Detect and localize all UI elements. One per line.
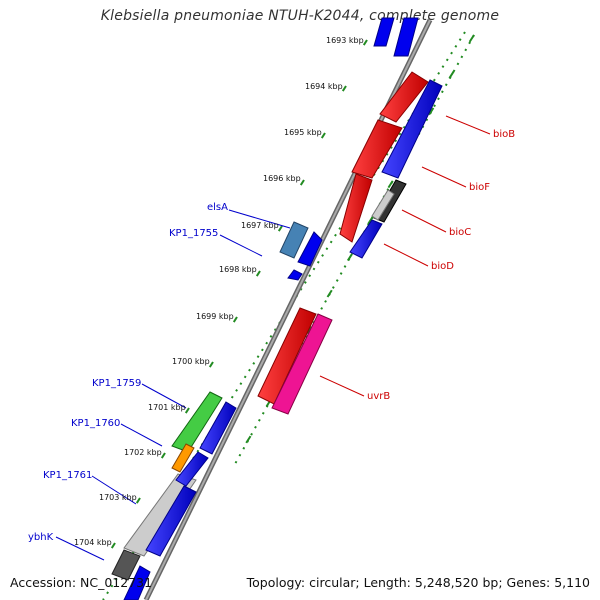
gene-features <box>111 17 443 600</box>
label-KP1_1755: KP1_1755 <box>169 228 218 239</box>
tick-1694: 1694 kbp <box>305 82 343 91</box>
label-KP1_1760: KP1_1760 <box>71 418 120 429</box>
label-bioF: bioF <box>469 182 490 193</box>
outer-ring-tick <box>428 107 435 116</box>
tick-labels: 1693 kbp 1694 kbp 1695 kbp 1696 kbp 1697… <box>74 36 364 547</box>
tick-1693: 1693 kbp <box>326 36 364 45</box>
gene-KP1_1760-orange <box>171 443 195 473</box>
gene-bioF-red <box>351 119 403 179</box>
gene-bioD-blue <box>349 219 383 259</box>
label-ybhK: ybhK <box>28 532 54 543</box>
label-elsA: elsA <box>207 202 228 213</box>
gene-ybhK-blue <box>123 565 151 600</box>
gene-bioB-red <box>379 71 429 123</box>
tick-1697: 1697 kbp <box>241 221 279 230</box>
label-uvrB: uvrB <box>367 391 390 402</box>
tick-1699: 1699 kbp <box>196 312 234 321</box>
gene-KP1_1761-blue <box>175 451 209 487</box>
kbp-tick-mark <box>110 542 116 549</box>
gene-labels-left: elsA KP1_1755 KP1_1759 KP1_1760 KP1_1761… <box>28 202 228 543</box>
kbp-tick-mark <box>255 270 261 277</box>
gene-KP1_1755b <box>287 269 303 281</box>
kbp-tick-mark <box>341 85 347 92</box>
gene-elsA <box>279 221 309 259</box>
gene-KP1_1760-blue <box>199 401 237 455</box>
kbp-tick-mark <box>184 407 190 414</box>
kbp-tick-mark <box>208 361 214 368</box>
gene-cds-top-2 <box>393 17 419 57</box>
tick-1702: 1702 kbp <box>124 448 162 457</box>
kbp-tick-mark <box>135 497 141 504</box>
gene-uvrB-rna <box>271 313 333 415</box>
tick-1703: 1703 kbp <box>99 493 137 502</box>
outer-ring-tick <box>387 180 394 189</box>
gene-ybhK-dark <box>111 549 141 581</box>
outer-ring-tick <box>367 216 374 225</box>
kbp-tick-mark <box>160 452 166 459</box>
accession-text: Accession: NC_012731 <box>10 575 153 590</box>
topology-text: Topology: circular; Length: 5,248,520 bp… <box>246 575 590 590</box>
gene-bioC-red <box>339 173 373 243</box>
gene-labels-right: bioB bioF bioC bioD uvrB <box>367 129 515 402</box>
outer-ring-tick <box>448 70 455 79</box>
tick-1700: 1700 kbp <box>172 357 210 366</box>
tick-1704: 1704 kbp <box>74 538 112 547</box>
map-title: Klebsiella pneumoniae NTUH-K2044, comple… <box>100 8 500 24</box>
label-KP1_1761: KP1_1761 <box>43 470 92 481</box>
tick-1695: 1695 kbp <box>284 128 322 137</box>
label-bioB: bioB <box>493 129 515 140</box>
outer-ring-tick <box>326 289 333 298</box>
kbp-tick-mark <box>232 316 238 323</box>
label-bioD: bioD <box>431 261 454 272</box>
kbp-tick-mark <box>277 225 283 232</box>
gene-KP1_1761-blue2 <box>145 485 197 557</box>
kbp-ticks <box>110 34 475 549</box>
outer-ring-tick <box>468 34 475 43</box>
outer-ring-tick <box>245 435 252 444</box>
label-leaders <box>55 115 491 561</box>
tick-1696: 1696 kbp <box>263 174 301 183</box>
label-bioC: bioC <box>449 227 471 238</box>
gene-KP1_1755 <box>297 231 323 267</box>
gene-bioC-grey <box>371 189 395 221</box>
kbp-tick-mark <box>362 39 368 46</box>
tick-1698: 1698 kbp <box>219 265 257 274</box>
gene-cds-top-1 <box>373 17 395 47</box>
tick-1701: 1701 kbp <box>148 403 186 412</box>
kbp-tick-mark <box>320 132 326 139</box>
label-KP1_1759: KP1_1759 <box>92 378 141 389</box>
kbp-tick-mark <box>299 179 305 186</box>
gene-bioB-blue <box>381 79 443 179</box>
outer-ring-tick <box>346 253 353 262</box>
